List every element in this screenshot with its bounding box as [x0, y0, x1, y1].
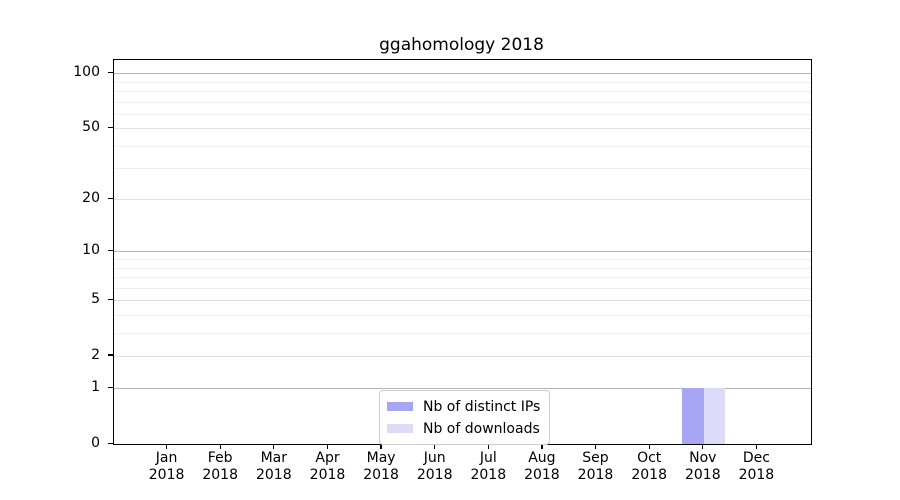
x-tick-label-jul: Jul 2018 [470, 450, 507, 483]
x-tick-label-feb: Feb 2018 [202, 450, 238, 483]
y-tick-10 [108, 249, 113, 252]
y-tick-label-50: 50 [82, 119, 100, 136]
gridline-y-60 [114, 113, 811, 115]
legend-label-distinct-ips: Nb of distinct IPs [423, 398, 541, 415]
bar-nov-distinct-ips [682, 388, 704, 444]
gridline-y-70 [114, 101, 811, 103]
y-tick-label-5: 5 [91, 291, 100, 307]
x-tick-oct [648, 444, 650, 450]
gridline-y-1 [114, 388, 811, 390]
x-tick-label-aug: Aug 2018 [524, 450, 560, 483]
x-tick-dec [755, 444, 758, 450]
gridline-y-50 [114, 128, 811, 130]
gridline-y-80 [114, 90, 811, 92]
x-tick-apr [326, 444, 329, 450]
gridline-y-100 [114, 73, 811, 75]
x-tick-label-dec: Dec 2018 [738, 450, 775, 483]
gridline-y-40 [114, 145, 811, 147]
y-tick-label-20: 20 [82, 190, 100, 207]
x-tick-aug [541, 444, 543, 450]
y-tick-0 [108, 442, 113, 444]
x-tick-jul [487, 444, 489, 450]
y-tick-2 [108, 354, 113, 356]
y-tick-100 [108, 71, 113, 74]
x-tick-label-sep: Sep 2018 [577, 450, 614, 483]
x-tick-label-apr: Apr 2018 [309, 450, 346, 483]
x-tick-may [380, 444, 382, 450]
legend-swatch-distinct-ips [387, 402, 413, 411]
gridline-y-5 [114, 300, 811, 301]
legend-swatch-downloads [387, 424, 413, 433]
y-tick-50 [108, 126, 113, 128]
x-tick-jun [434, 444, 436, 450]
x-tick-label-nov: Nov 2018 [684, 450, 721, 483]
legend-label-downloads: Nb of downloads [423, 420, 540, 437]
gridline-y-4 [114, 314, 811, 316]
x-tick-label-mar: Mar 2018 [255, 450, 292, 483]
plot-area: Nb of distinct IPs Nb of downloads [113, 59, 812, 445]
gridline-y-10 [114, 251, 811, 253]
y-tick-label-0: 0 [91, 435, 100, 451]
gridline-y-6 [114, 287, 811, 289]
gridline-y-20 [114, 199, 811, 201]
y-tick-label-100: 100 [73, 64, 100, 81]
x-tick-label-jun: Jun 2018 [416, 450, 453, 483]
gridline-y-3 [114, 332, 811, 334]
gridline-y-9 [114, 259, 811, 260]
x-tick-jan [165, 444, 168, 450]
x-tick-sep [594, 444, 597, 450]
x-tick-feb [219, 444, 221, 450]
chart-title: ggahomology 2018 [379, 35, 544, 55]
x-tick-nov [702, 444, 704, 450]
gridline-y-8 [114, 267, 811, 269]
x-tick-mar [273, 444, 275, 450]
x-tick-label-jan: Jan 2018 [148, 450, 185, 483]
y-tick-label-10: 10 [82, 242, 100, 259]
y-tick-1 [108, 386, 113, 389]
y-tick-label-2: 2 [91, 346, 100, 363]
legend-entry-distinct-ips: Nb of distinct IPs [387, 397, 540, 416]
gridline-y-30 [114, 168, 811, 170]
gridline-y-90 [114, 81, 811, 83]
x-tick-label-may: May 2018 [363, 450, 399, 483]
gridline-y-7 [114, 276, 811, 278]
legend-entry-downloads: Nb of downloads [387, 419, 540, 438]
y-tick-5 [108, 298, 113, 300]
y-tick-label-1: 1 [91, 379, 100, 396]
bar-nov-downloads [703, 388, 726, 444]
gridline-y-2 [114, 355, 811, 357]
y-tick-20 [108, 197, 113, 200]
legend: Nb of distinct IPs Nb of downloads [379, 390, 551, 445]
x-tick-label-oct: Oct 2018 [631, 450, 667, 483]
